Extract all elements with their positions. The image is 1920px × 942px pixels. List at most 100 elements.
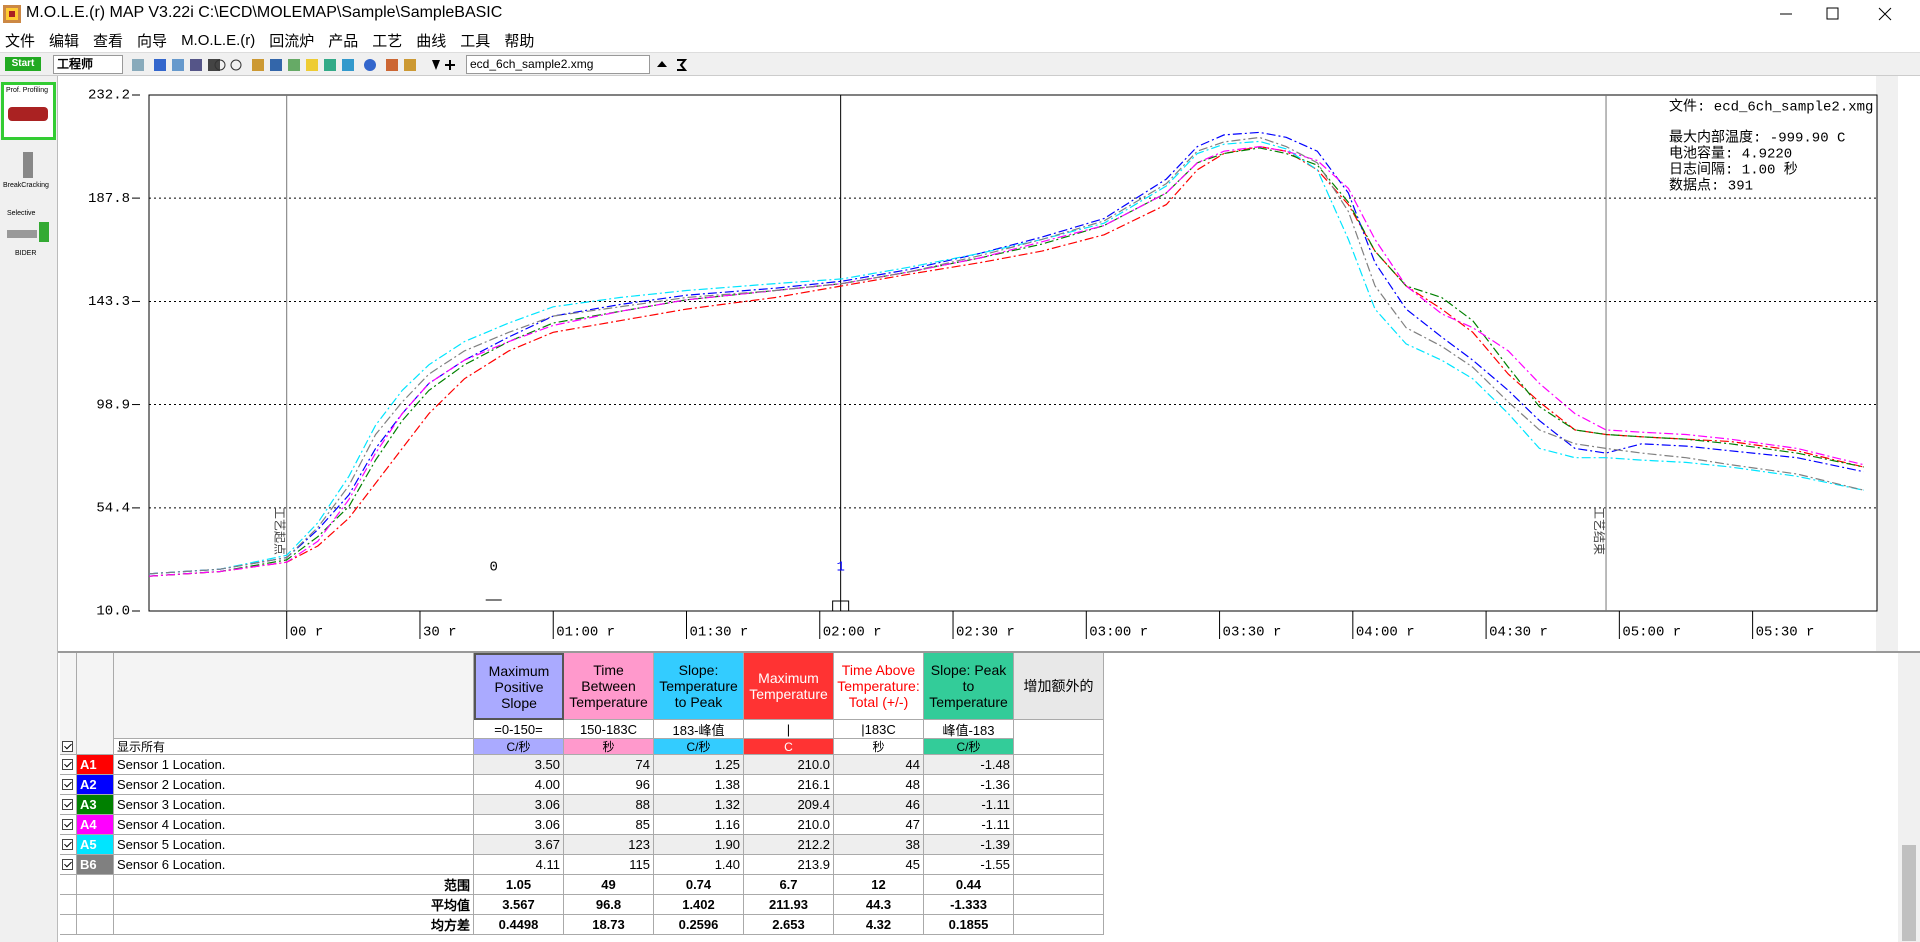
scroll-thumb[interactable] (1902, 845, 1916, 941)
x-tick-label: 30 r (423, 625, 457, 641)
x-tick-label: 01:00 r (556, 625, 615, 641)
checkbox-cell (60, 815, 77, 835)
menu-item[interactable]: 工艺 (372, 32, 403, 50)
scrollbar[interactable] (1876, 76, 1898, 652)
maximize-button[interactable] (1826, 7, 1839, 20)
icon[interactable] (270, 59, 282, 71)
x-tick-label: 02:00 r (823, 625, 882, 641)
stat-cell: 18.73 (564, 915, 654, 935)
stat-cell: 3.567 (474, 895, 564, 915)
series-line (148, 145, 1864, 577)
toolbar-icons[interactable] (128, 56, 458, 74)
value-cell: -1.36 (924, 775, 1014, 795)
cursor-handle (832, 600, 850, 612)
checkbox[interactable] (62, 741, 73, 752)
icon[interactable] (404, 59, 416, 71)
splitter[interactable] (58, 651, 1920, 653)
checkbox[interactable] (62, 799, 73, 810)
sidebar-button[interactable]: BreakCracking (3, 148, 55, 200)
icon[interactable] (172, 59, 184, 71)
column-header: Time Between Temperature (564, 653, 654, 720)
series-line (148, 147, 1864, 577)
column-unit: C/秒 (654, 739, 744, 755)
sidebar-button[interactable]: Selective BIDER (3, 210, 55, 266)
value-cell: 96 (564, 775, 654, 795)
menu-item[interactable]: 回流炉 (269, 32, 315, 50)
icon[interactable] (252, 59, 264, 71)
menu-item[interactable]: 工具 (460, 32, 491, 50)
file-info: 最大内部温度: -999.90 C (1669, 130, 1845, 147)
icon[interactable] (386, 59, 398, 71)
sensor-name: Sensor 3 Location. (114, 795, 474, 815)
column-range: 183-峰值 (654, 720, 744, 739)
checkbox[interactable] (62, 839, 73, 850)
icon[interactable] (364, 59, 376, 71)
close-button[interactable] (1878, 7, 1892, 21)
stat-label: 范围 (114, 875, 474, 895)
show-all-label: 显示所有 (114, 739, 474, 755)
menu-item[interactable]: M.O.L.E.(r) (181, 31, 256, 49)
value-cell: 210.0 (744, 815, 834, 835)
menu-item[interactable]: 向导 (137, 32, 168, 50)
checkbox[interactable] (62, 759, 73, 770)
checkbox[interactable] (62, 859, 73, 870)
y-tick-label: 232.2 (88, 88, 130, 104)
user-dropdown[interactable]: 工程师 (53, 55, 123, 74)
menu-item[interactable]: 编辑 (49, 32, 80, 50)
menu-item[interactable]: 帮助 (504, 32, 535, 50)
value-cell: -1.55 (924, 855, 1014, 875)
x-tick-label: 00 r (290, 625, 324, 641)
extra-column-header: 增加额外的 (1014, 653, 1104, 720)
start-button[interactable]: Start (5, 57, 41, 71)
stat-cell: 12 (834, 875, 924, 895)
file-info: 电池容量: 4.9220 (1669, 145, 1792, 163)
x-tick-label: 02:30 r (956, 625, 1015, 641)
icon[interactable] (154, 59, 166, 71)
sidebar-button[interactable]: Prof. Profiling (1, 82, 56, 140)
column-unit: C (744, 739, 834, 755)
checkbox[interactable] (62, 819, 73, 830)
series-line (148, 140, 1864, 575)
value-cell: 216.1 (744, 775, 834, 795)
extra-column-blank (1014, 720, 1104, 755)
value-cell: 1.90 (654, 835, 744, 855)
icon[interactable] (214, 59, 226, 71)
sensor-tag: A5 (77, 835, 114, 855)
checkbox-cell (60, 775, 77, 795)
menu-item[interactable]: 查看 (93, 32, 124, 50)
menu-item[interactable]: 曲线 (416, 32, 447, 50)
file-dropdown[interactable]: ecd_6ch_sample2.xmg (466, 55, 650, 74)
toolbar-arrows[interactable] (655, 56, 691, 74)
blank (60, 895, 77, 915)
series-line (148, 145, 1864, 577)
icon[interactable] (324, 59, 336, 71)
icon[interactable] (208, 59, 220, 71)
value-cell: 1.16 (654, 815, 744, 835)
checkbox[interactable] (62, 779, 73, 790)
extra-cell (1014, 895, 1104, 915)
icon[interactable] (657, 61, 667, 67)
menu-item[interactable]: 产品 (328, 32, 359, 50)
icon[interactable] (132, 59, 144, 71)
extra-cell (1014, 855, 1104, 875)
icon[interactable] (677, 59, 688, 71)
icon[interactable] (230, 59, 242, 71)
icon[interactable] (306, 59, 318, 71)
x-tick-label: 03:00 r (1089, 625, 1148, 641)
value-cell: -1.39 (924, 835, 1014, 855)
window-controls[interactable] (1760, 0, 1920, 28)
icon[interactable] (288, 59, 300, 71)
icon[interactable] (342, 59, 354, 71)
sensor-tag: B6 (77, 855, 114, 875)
icon[interactable] (432, 60, 440, 70)
menu-item[interactable]: 文件 (5, 32, 36, 50)
sensor-tag: A1 (77, 755, 114, 775)
file-info: 数据点: 391 (1669, 178, 1753, 195)
extra-cell (1014, 755, 1104, 775)
value-cell: 213.9 (744, 855, 834, 875)
icon[interactable] (445, 60, 455, 70)
table-scrollbar[interactable] (1898, 653, 1920, 942)
x-tick-label: 03:30 r (1223, 625, 1282, 641)
icon (39, 222, 49, 242)
icon[interactable] (190, 59, 202, 71)
